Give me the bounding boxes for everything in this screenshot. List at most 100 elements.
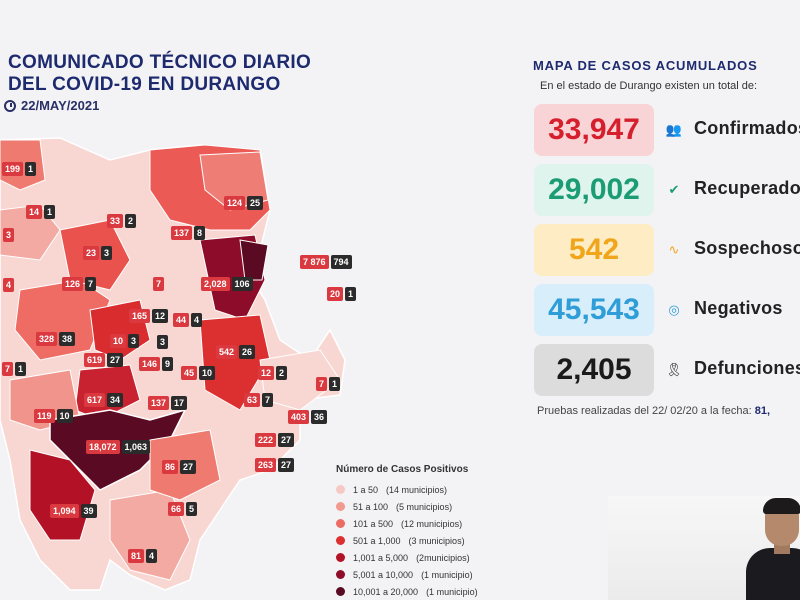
label-cases: 33	[107, 214, 124, 228]
stat-value: 542	[534, 224, 654, 276]
legend-label: 1,001 a 5,000	[353, 552, 409, 563]
map-label: 328 38	[36, 332, 76, 346]
label-deaths: 27	[180, 460, 197, 474]
map-label: 63 7	[244, 393, 274, 407]
legend-label: 51 a 100	[353, 501, 389, 512]
stat-confirmados: 33,947 👥 Confirmados	[534, 104, 800, 156]
map-label: 146 9	[139, 357, 174, 371]
label-deaths: 27	[278, 458, 295, 472]
label-deaths: 25	[247, 196, 264, 210]
label-deaths: 10	[56, 409, 73, 423]
label-cases: 66	[168, 502, 185, 516]
tests-value: 81,	[754, 405, 771, 417]
label-deaths: 1	[15, 362, 27, 376]
label-deaths: 106	[231, 277, 253, 291]
legend-label: 101 a 500	[353, 518, 394, 529]
label-deaths: 4	[146, 549, 158, 563]
legend-note: (12 municipios)	[401, 518, 463, 529]
map-label: 18,072 1,063	[86, 440, 151, 454]
label-deaths: 17	[171, 396, 188, 410]
label-cases: 7	[153, 277, 165, 291]
label-deaths: 38	[59, 332, 76, 346]
map-label: 7 876 794	[300, 255, 352, 269]
label-cases: 12	[258, 366, 275, 380]
legend-swatch	[336, 519, 345, 528]
legend-note: (3 municipios)	[408, 535, 465, 546]
label-cases: 10	[110, 334, 127, 348]
label-cases: 165	[129, 309, 151, 323]
map-label: 4	[3, 278, 15, 292]
label-deaths: 5	[186, 502, 198, 516]
label-cases: 7	[316, 377, 328, 391]
presenter-hair	[763, 498, 800, 514]
title-line-1: COMUNICADO TÉCNICO DIARIO	[8, 52, 312, 73]
label-cases: 126	[62, 277, 84, 291]
pulse-icon: ∿	[668, 242, 680, 257]
map-label: 124 25	[224, 196, 264, 210]
map-label: 86 27	[162, 460, 197, 474]
label-cases: 619	[84, 353, 106, 367]
legend-note: (2municipios)	[416, 552, 470, 563]
legend-label: 10,001 a 20,000	[353, 586, 419, 597]
label-deaths: 36	[311, 410, 328, 424]
stat-label: Confirmados	[694, 118, 800, 138]
date-text: 22/MAY/2021	[21, 98, 100, 113]
legend-title: Número de Casos Positivos	[336, 464, 469, 475]
map-label: 199 1	[2, 162, 37, 176]
map-label: 3	[3, 228, 15, 242]
label-cases: 81	[128, 549, 145, 563]
durango-map: 199 1 14 1 33 2 124 25 3 137 8 23 3 7 876 794 4…	[0, 120, 360, 600]
map-label: 23 3	[83, 246, 113, 260]
label-cases: 1,094	[50, 504, 79, 518]
video-overlay	[608, 496, 800, 600]
presenter-body	[746, 548, 800, 600]
map-legend: Número de Casos Positivos 1 a 50 (14 muni…	[336, 464, 478, 600]
legend-item: 501 a 1,000 (3 municipios)	[336, 532, 478, 549]
label-cases: 119	[34, 409, 55, 423]
legend-swatch	[336, 553, 345, 562]
label-deaths: 34	[107, 393, 124, 407]
legend-item: 101 a 500 (12 municipios)	[336, 515, 478, 532]
map-label: 263 27	[255, 458, 295, 472]
label-cases: 137	[148, 396, 170, 410]
summary-title: MAPA DE CASOS ACUMULADOS	[533, 58, 758, 73]
stat-value: 33,947	[534, 104, 654, 156]
stat-negativos: 45,543 ◎ Negativos	[534, 284, 800, 336]
tests-performed: Pruebas realizadas del 22/ 02/20 a la fe…	[537, 405, 770, 417]
label-deaths: 39	[80, 504, 97, 518]
label-cases: 45	[181, 366, 198, 380]
map-label: 66 5	[168, 502, 198, 516]
tests-text: Pruebas realizadas del 22/ 02/20 a la fe…	[537, 405, 752, 417]
stat-defunciones: 2,405 🎗 Defunciones	[534, 344, 800, 396]
label-cases: 7	[2, 362, 14, 376]
map-label: 1,094 39	[50, 504, 97, 518]
label-cases: 222	[255, 433, 277, 447]
map-label: 222 27	[255, 433, 295, 447]
label-cases: 199	[2, 162, 24, 176]
stat-sospechosos: 542 ∿ Sospechosos	[534, 224, 800, 276]
map-label: 119 10	[34, 409, 73, 423]
map-svg	[0, 137, 346, 591]
label-cases: 44	[173, 313, 190, 327]
label-cases: 14	[26, 205, 43, 219]
label-deaths: 2	[276, 366, 288, 380]
stat-value: 29,002	[534, 164, 654, 216]
map-label: 137 17	[148, 396, 188, 410]
map-label: 45 10	[181, 366, 216, 380]
label-deaths: 4	[191, 313, 203, 327]
label-deaths: 26	[239, 345, 256, 359]
stat-value: 2,405	[534, 344, 654, 396]
map-label: 165 12	[129, 309, 169, 323]
legend-label: 501 a 1,000	[353, 535, 401, 546]
label-deaths: 1	[329, 377, 341, 391]
legend-swatch	[336, 536, 345, 545]
stat-label: Recuperados	[694, 178, 800, 198]
legend-swatch	[336, 570, 345, 579]
legend-note: (5 municipios)	[396, 501, 453, 512]
label-deaths: 12	[152, 309, 169, 323]
legend-label: 1 a 50	[353, 484, 379, 495]
label-cases: 124	[224, 196, 246, 210]
stat-recuperados: 29,002 ✔ Recuperados	[534, 164, 800, 216]
